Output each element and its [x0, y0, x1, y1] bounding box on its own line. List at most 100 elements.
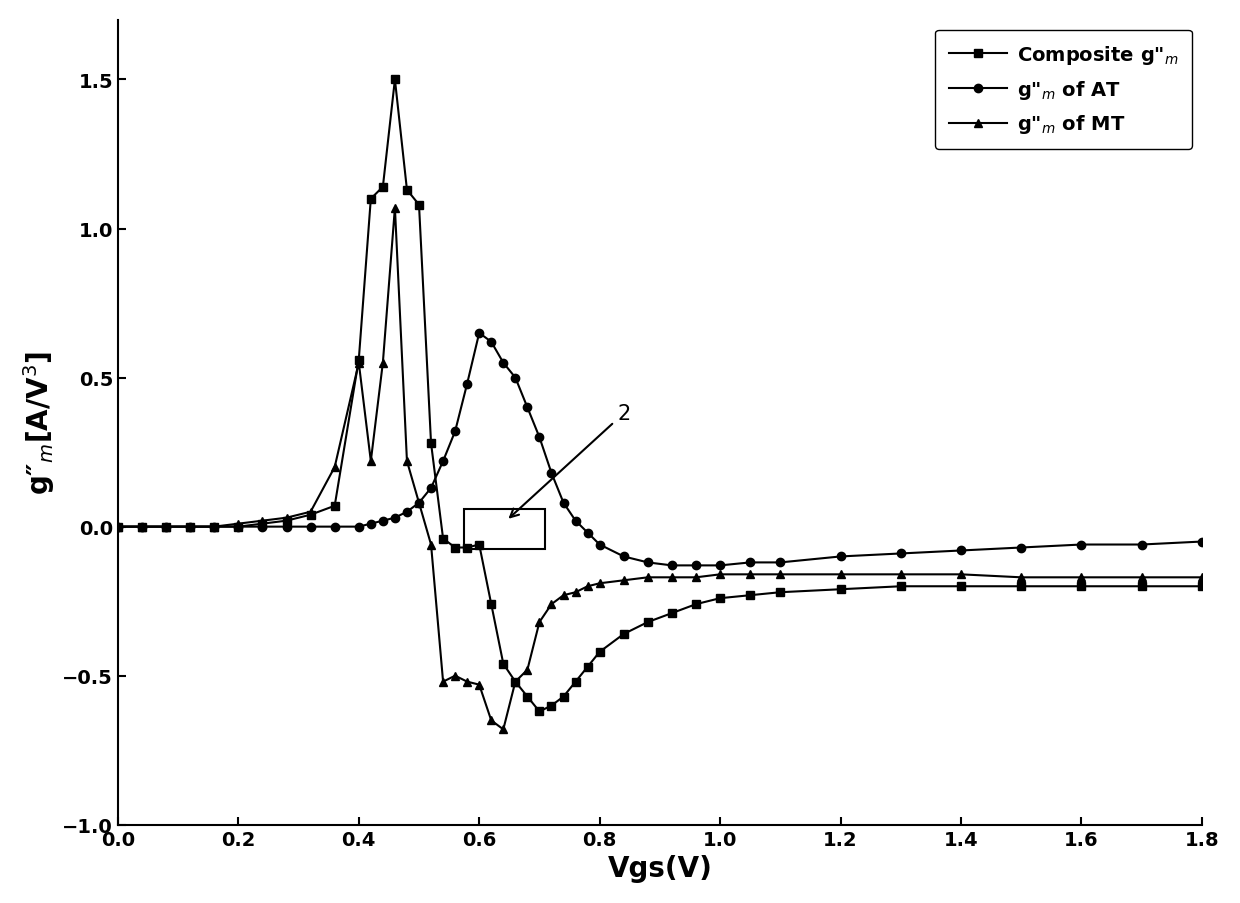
- g"$_m$ of MT: [544, 599, 559, 610]
- Composite g"$_m$: [1135, 582, 1149, 592]
- Composite g"$_m$: [544, 701, 559, 712]
- g"$_m$ of AT: [435, 456, 450, 467]
- Composite g"$_m$: [387, 75, 402, 86]
- Composite g"$_m$: [484, 599, 498, 610]
- Composite g"$_m$: [460, 543, 475, 554]
- g"$_m$ of AT: [893, 548, 908, 559]
- g"$_m$ of AT: [713, 561, 728, 572]
- Composite g"$_m$: [616, 628, 631, 639]
- Composite g"$_m$: [1194, 582, 1209, 592]
- g"$_m$ of AT: [412, 498, 427, 508]
- g"$_m$ of AT: [110, 522, 125, 533]
- g"$_m$ of AT: [544, 468, 559, 479]
- g"$_m$ of AT: [303, 522, 317, 533]
- g"$_m$ of MT: [833, 569, 848, 580]
- g"$_m$ of MT: [773, 569, 787, 580]
- Composite g"$_m$: [773, 587, 787, 598]
- g"$_m$ of MT: [616, 575, 631, 586]
- Composite g"$_m$: [435, 534, 450, 545]
- Composite g"$_m$: [556, 692, 570, 703]
- g"$_m$ of AT: [532, 433, 547, 443]
- g"$_m$ of AT: [460, 378, 475, 389]
- g"$_m$ of AT: [159, 522, 174, 533]
- Composite g"$_m$: [351, 355, 366, 366]
- g"$_m$ of AT: [255, 522, 270, 533]
- Composite g"$_m$: [448, 543, 463, 554]
- Composite g"$_m$: [303, 509, 317, 520]
- g"$_m$ of AT: [1194, 536, 1209, 547]
- g"$_m$ of MT: [1014, 573, 1029, 583]
- Text: 2: 2: [510, 404, 630, 517]
- g"$_m$ of MT: [376, 358, 391, 368]
- g"$_m$ of AT: [135, 522, 150, 533]
- g"$_m$ of AT: [688, 561, 703, 572]
- Bar: [464, 509, 546, 549]
- Line: g"$_m$ of AT: g"$_m$ of AT: [114, 330, 1207, 570]
- Composite g"$_m$: [496, 658, 511, 669]
- g"$_m$ of AT: [1014, 543, 1029, 554]
- g"$_m$ of MT: [484, 715, 498, 726]
- g"$_m$ of AT: [580, 527, 595, 538]
- Composite g"$_m$: [833, 584, 848, 595]
- g"$_m$ of AT: [568, 516, 583, 526]
- g"$_m$ of AT: [496, 358, 511, 368]
- Y-axis label: g″$_m$[A/V$^3$]: g″$_m$[A/V$^3$]: [21, 351, 57, 495]
- g"$_m$ of AT: [833, 552, 848, 563]
- g"$_m$ of AT: [773, 557, 787, 568]
- g"$_m$ of AT: [182, 522, 197, 533]
- g"$_m$ of AT: [207, 522, 222, 533]
- g"$_m$ of MT: [435, 676, 450, 687]
- g"$_m$ of MT: [387, 203, 402, 214]
- g"$_m$ of MT: [508, 676, 523, 687]
- Composite g"$_m$: [110, 522, 125, 533]
- g"$_m$ of MT: [954, 569, 968, 580]
- Composite g"$_m$: [135, 522, 150, 533]
- g"$_m$ of AT: [508, 373, 523, 384]
- Composite g"$_m$: [231, 522, 246, 533]
- g"$_m$ of AT: [448, 426, 463, 437]
- g"$_m$ of AT: [954, 545, 968, 556]
- g"$_m$ of MT: [568, 587, 583, 598]
- g"$_m$ of MT: [182, 522, 197, 533]
- g"$_m$ of AT: [231, 522, 246, 533]
- g"$_m$ of MT: [303, 507, 317, 517]
- g"$_m$ of MT: [159, 522, 174, 533]
- g"$_m$ of MT: [448, 671, 463, 682]
- Composite g"$_m$: [327, 501, 342, 512]
- g"$_m$ of AT: [484, 337, 498, 348]
- g"$_m$ of MT: [327, 462, 342, 473]
- g"$_m$ of MT: [1074, 573, 1089, 583]
- Composite g"$_m$: [207, 522, 222, 533]
- Composite g"$_m$: [1014, 582, 1029, 592]
- g"$_m$ of MT: [460, 676, 475, 687]
- Composite g"$_m$: [640, 617, 655, 628]
- g"$_m$ of MT: [412, 498, 427, 508]
- g"$_m$ of MT: [893, 569, 908, 580]
- g"$_m$ of AT: [424, 483, 439, 494]
- Composite g"$_m$: [471, 539, 486, 550]
- Legend: Composite g"$_m$, g"$_m$ of AT, g"$_m$ of MT: Composite g"$_m$, g"$_m$ of AT, g"$_m$ o…: [935, 31, 1192, 150]
- Composite g"$_m$: [1074, 582, 1089, 592]
- g"$_m$ of MT: [713, 569, 728, 580]
- g"$_m$ of MT: [279, 513, 294, 524]
- g"$_m$ of MT: [593, 578, 608, 589]
- g"$_m$ of MT: [496, 724, 511, 735]
- g"$_m$ of MT: [520, 665, 534, 675]
- Composite g"$_m$: [568, 676, 583, 687]
- g"$_m$ of MT: [1135, 573, 1149, 583]
- Composite g"$_m$: [255, 518, 270, 529]
- g"$_m$ of AT: [399, 507, 414, 517]
- Line: Composite g"$_m$: Composite g"$_m$: [114, 76, 1207, 716]
- g"$_m$ of MT: [640, 573, 655, 583]
- g"$_m$ of AT: [520, 403, 534, 414]
- g"$_m$ of MT: [580, 582, 595, 592]
- g"$_m$ of MT: [471, 679, 486, 690]
- Composite g"$_m$: [713, 593, 728, 604]
- Composite g"$_m$: [688, 599, 703, 610]
- g"$_m$ of MT: [135, 522, 150, 533]
- g"$_m$ of AT: [743, 557, 758, 568]
- g"$_m$ of AT: [616, 552, 631, 563]
- Composite g"$_m$: [412, 200, 427, 211]
- Composite g"$_m$: [593, 647, 608, 657]
- g"$_m$ of MT: [532, 617, 547, 628]
